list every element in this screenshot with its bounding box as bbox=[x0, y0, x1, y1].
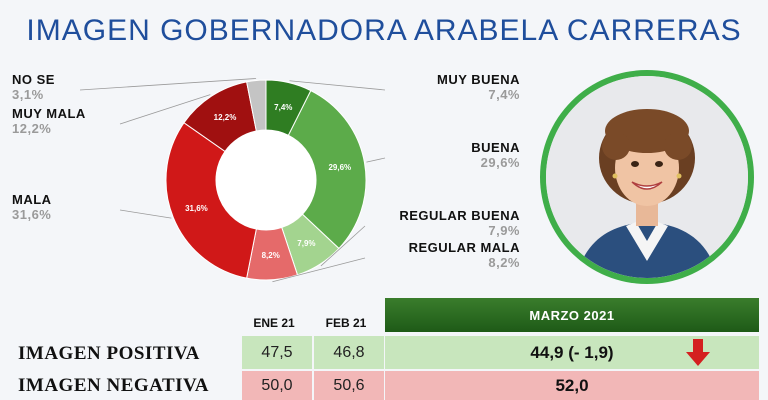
legend-name: REGULAR MALA bbox=[408, 240, 520, 255]
legend-pct: 7,4% bbox=[488, 87, 520, 102]
slice-label-mala: 31,6% bbox=[185, 204, 208, 213]
cell-negativa-feb: 50,6 bbox=[314, 371, 384, 400]
leader-line-regular-buena bbox=[320, 225, 366, 267]
column-header-feb: FEB 21 bbox=[325, 316, 367, 330]
legend-regular-buena: REGULAR BUENA 7,9% bbox=[360, 208, 520, 238]
page-title: IMAGEN GOBERNADORA ARABELA CARRERAS bbox=[26, 14, 742, 47]
donut-chart-svg: 7,4% 29,6% 7,9% 8,2% 31,6% 12,2% bbox=[79, 78, 386, 283]
legend-regular-mala: REGULAR MALA 8,2% bbox=[360, 240, 520, 270]
leader-line-buena bbox=[366, 157, 386, 163]
legend-pct: 8,2% bbox=[488, 255, 520, 270]
portrait-illustration bbox=[546, 76, 748, 278]
donut-chart: 7,4% 29,6% 7,9% 8,2% 31,6% 12,2% NO SE 3,1% M… bbox=[0, 60, 540, 290]
legend-name: BUENA bbox=[471, 140, 520, 155]
donut-hole bbox=[216, 130, 316, 230]
leader-line-muy-mala bbox=[119, 94, 211, 125]
slice-label-buena: 29,6% bbox=[328, 163, 351, 172]
legend-pct: 29,6% bbox=[480, 155, 520, 170]
governor-photo-frame bbox=[540, 70, 754, 284]
down-arrow-icon bbox=[686, 339, 710, 366]
leader-line-no-se bbox=[79, 78, 257, 91]
cell-positiva-feb: 46,8 bbox=[314, 336, 384, 369]
legend-name: MUY MALA bbox=[12, 106, 86, 121]
cell-negativa-ene: 50,0 bbox=[242, 371, 312, 400]
slice-label-muy-buena: 7,4% bbox=[274, 103, 292, 112]
row-label-negativa: IMAGEN NEGATIVA bbox=[18, 375, 210, 396]
cell-positiva-ene: 47,5 bbox=[242, 336, 312, 369]
legend-name: NO SE bbox=[12, 72, 55, 87]
slice-label-regular-mala: 8,2% bbox=[262, 251, 280, 260]
row-label-positiva: IMAGEN POSITIVA bbox=[18, 343, 200, 364]
slice-label-muy-mala: 12,2% bbox=[214, 113, 237, 122]
legend-buena: BUENA 29,6% bbox=[380, 140, 520, 170]
column-header-ene: ENE 21 bbox=[253, 316, 295, 330]
cell-negativa-marzo: 52,0 bbox=[385, 371, 759, 400]
governor-photo bbox=[546, 76, 748, 278]
legend-pct: 12,2% bbox=[12, 121, 52, 136]
column-header-marzo: MARZO 2021 bbox=[385, 298, 759, 332]
legend-name: REGULAR BUENA bbox=[399, 208, 520, 223]
positiva-marzo-value: 44,9 (- 1,9) bbox=[530, 342, 614, 362]
leader-line-regular-mala bbox=[272, 257, 366, 283]
leader-line-muy-buena bbox=[289, 80, 386, 91]
legend-muy-mala: MUY MALA 12,2% bbox=[12, 106, 86, 136]
legend-no-se: NO SE 3,1% bbox=[12, 72, 55, 102]
slice-label-regular-buena: 7,9% bbox=[297, 239, 315, 248]
legend-muy-buena: MUY BUENA 7,4% bbox=[380, 72, 520, 102]
leader-line-mala bbox=[119, 209, 172, 219]
legend-pct: 3,1% bbox=[12, 87, 44, 102]
legend-pct: 7,9% bbox=[488, 223, 520, 238]
legend-name: MALA bbox=[12, 192, 52, 207]
legend-mala: MALA 31,6% bbox=[12, 192, 52, 222]
legend-name: MUY BUENA bbox=[437, 72, 520, 87]
legend-pct: 31,6% bbox=[12, 207, 52, 222]
